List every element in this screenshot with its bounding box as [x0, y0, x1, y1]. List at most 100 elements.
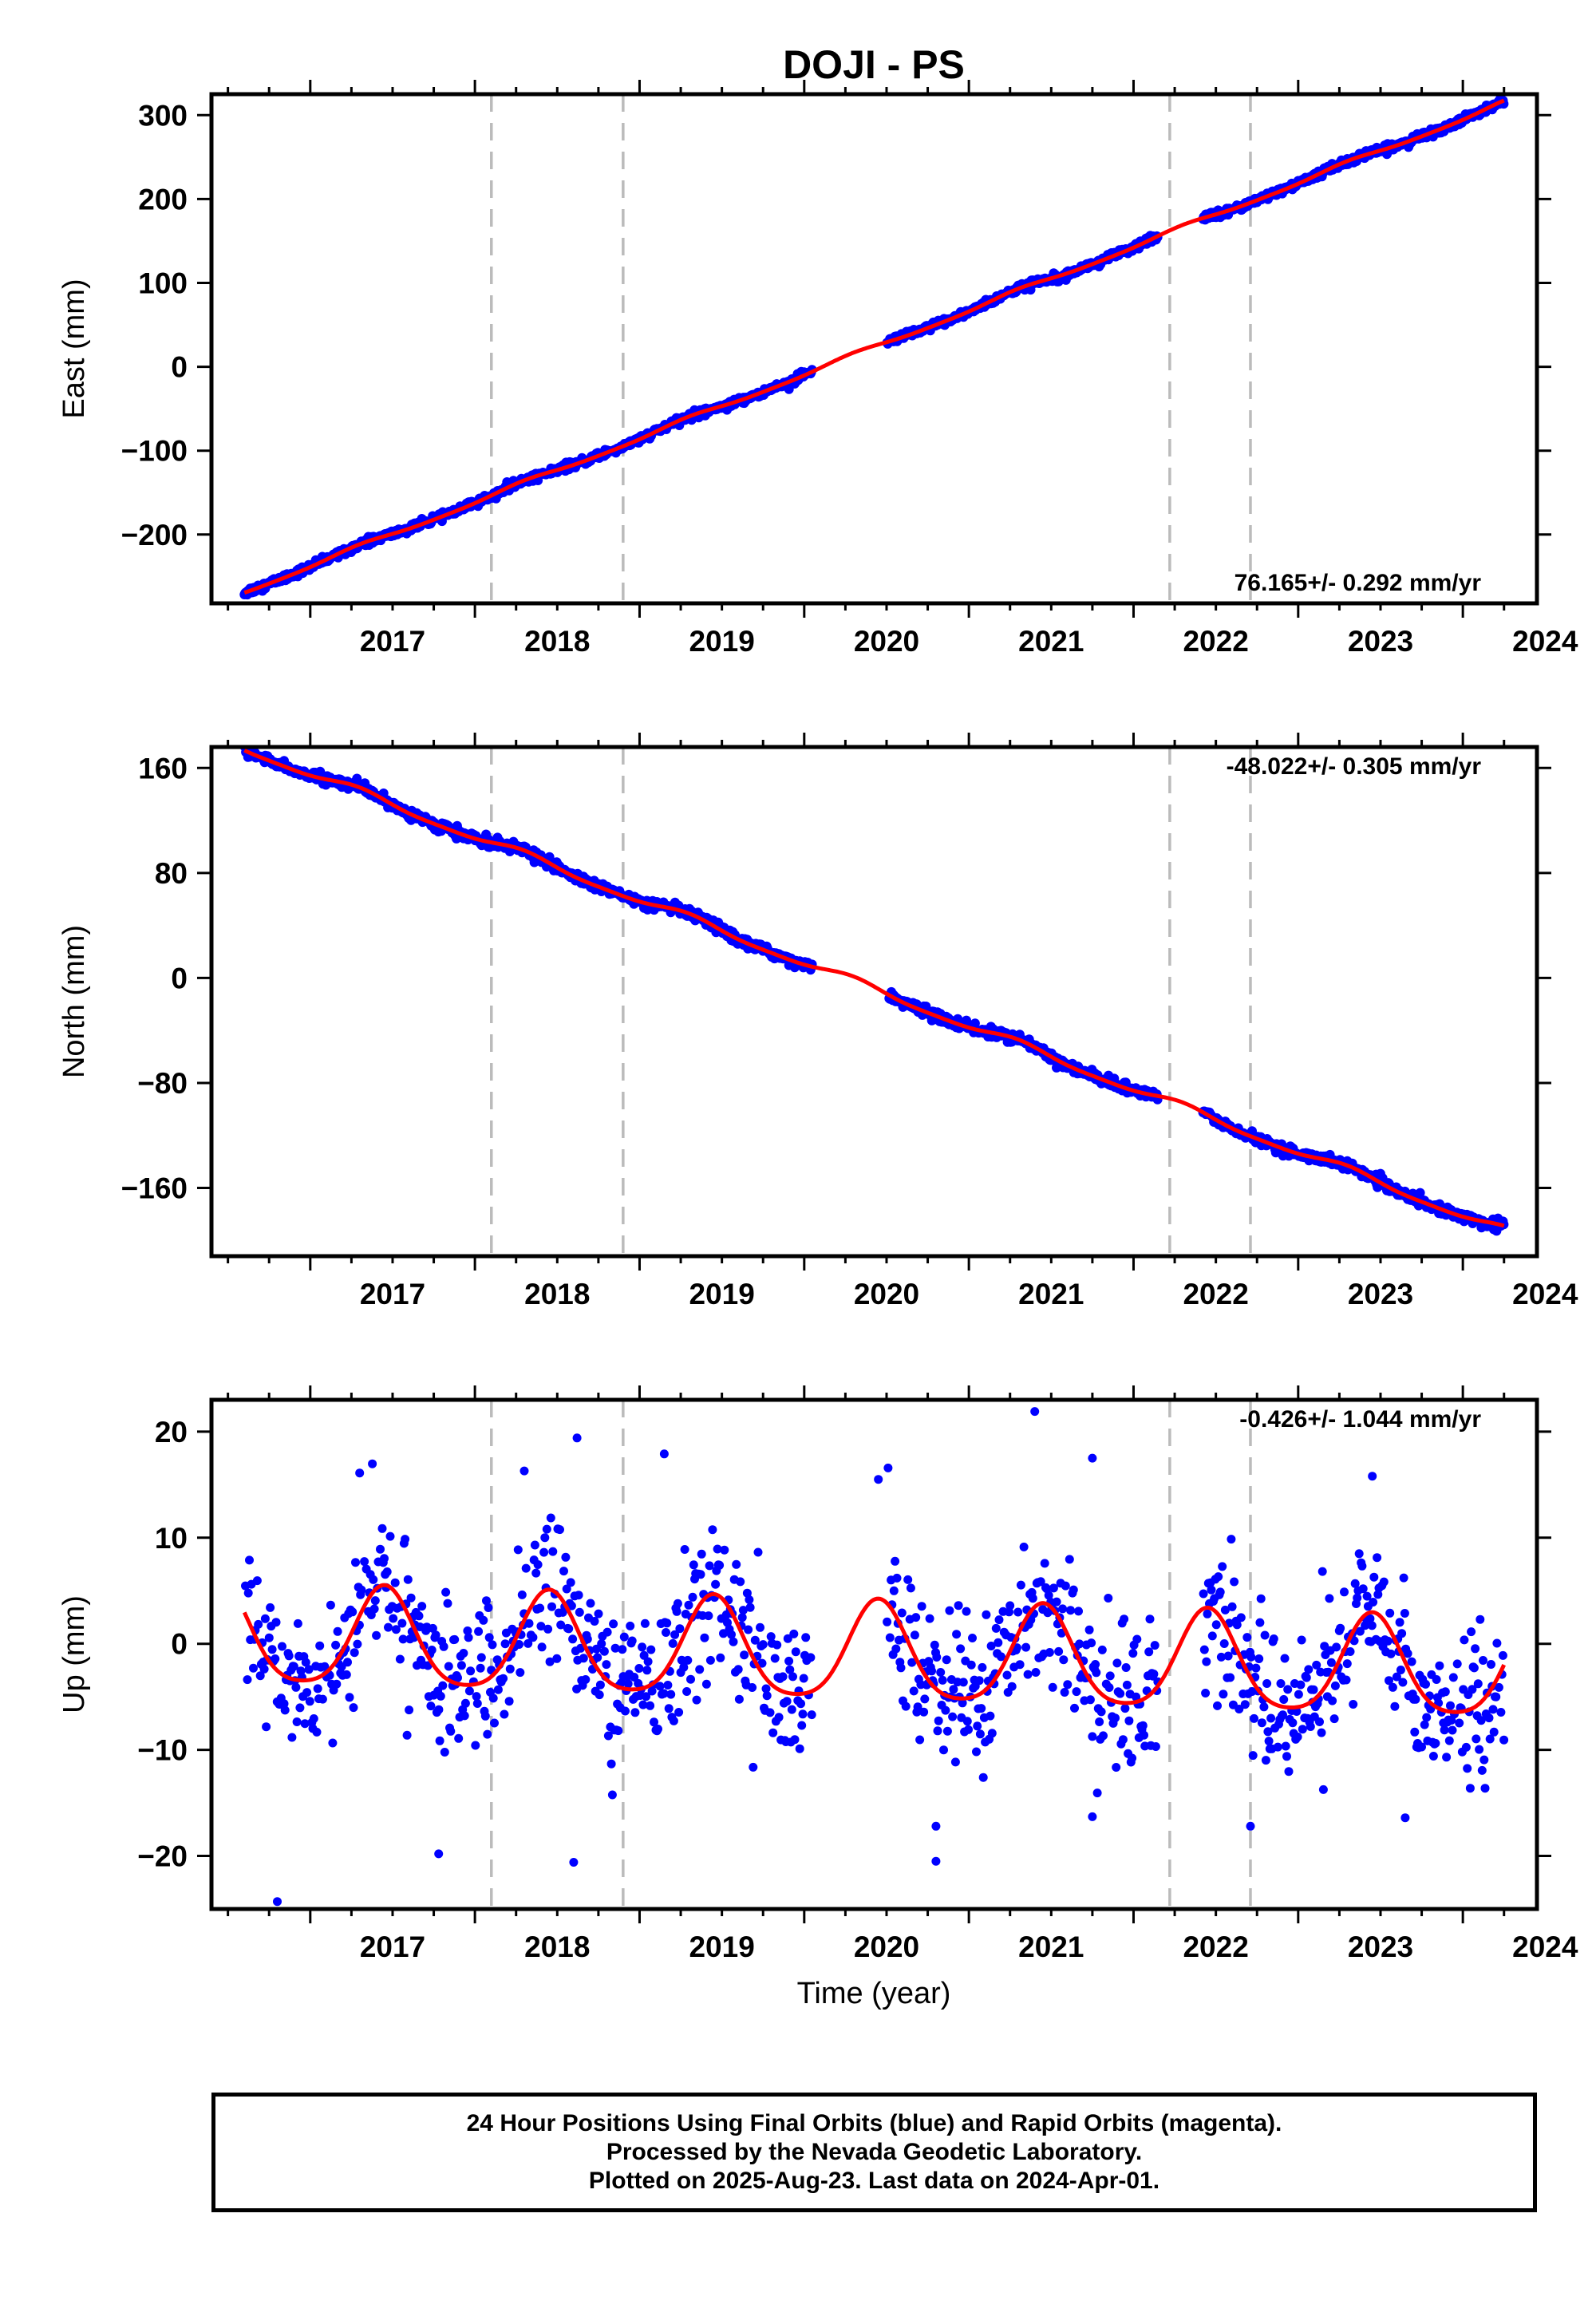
up-point: [454, 1733, 464, 1743]
up-point: [547, 1602, 556, 1611]
up-point: [906, 1583, 915, 1593]
up-point: [758, 1640, 768, 1650]
up-point: [471, 1741, 480, 1750]
up-point: [1475, 1745, 1484, 1754]
up-point: [583, 1634, 592, 1644]
east-x-tick-label: 2017: [360, 625, 425, 658]
up-point: [539, 1547, 549, 1557]
up-point: [1105, 1671, 1115, 1681]
up-point: [254, 1619, 263, 1629]
up-point: [372, 1630, 381, 1640]
north-x-tick-label: 2021: [1018, 1278, 1084, 1310]
up-point: [1066, 1606, 1075, 1615]
up-point: [974, 1676, 984, 1686]
up-point: [1099, 1731, 1108, 1741]
up-point: [1400, 1609, 1409, 1618]
up-x-tick-label: 2024: [1512, 1931, 1578, 1963]
up-point: [910, 1630, 919, 1640]
up-point: [938, 1675, 947, 1685]
up-point: [1048, 1682, 1057, 1692]
up-point: [499, 1674, 508, 1683]
up-model-line: [243, 1583, 1506, 1714]
up-point: [312, 1727, 322, 1737]
up-point: [713, 1544, 722, 1554]
up-point: [271, 1654, 280, 1663]
up-point: [295, 1703, 305, 1713]
north-x-tick-label: 2020: [854, 1278, 919, 1310]
up-point: [901, 1701, 911, 1711]
up-point: [669, 1716, 678, 1725]
up-point: [1385, 1608, 1395, 1618]
north-x-tick-label: 2018: [524, 1278, 590, 1310]
north-panel: 2017 2018 2019 2020 2021 2022 2023 2024 −160 −80 0…: [57, 733, 1578, 1310]
up-point: [385, 1531, 395, 1541]
up-outlier-point: [874, 1475, 883, 1484]
up-point: [1214, 1572, 1223, 1582]
up-point: [672, 1607, 681, 1616]
up-point: [382, 1567, 392, 1576]
up-point: [674, 1708, 684, 1717]
up-point: [259, 1664, 269, 1674]
up-point: [1340, 1587, 1349, 1597]
up-point: [1332, 1642, 1341, 1652]
up-point: [666, 1690, 676, 1699]
up-point: [376, 1544, 385, 1554]
up-point: [1058, 1604, 1068, 1614]
up-point: [778, 1672, 788, 1682]
up-point: [1091, 1660, 1100, 1669]
up-point: [619, 1632, 629, 1642]
up-point: [566, 1578, 575, 1587]
up-point: [917, 1602, 926, 1611]
footer-line-2: Processed by the Nevada Geodetic Laborat…: [606, 2139, 1143, 2165]
up-point: [559, 1567, 568, 1576]
up-point: [1118, 1735, 1128, 1745]
up-point: [790, 1735, 800, 1745]
up-point: [357, 1585, 366, 1595]
up-point: [460, 1711, 469, 1721]
up-point: [942, 1655, 951, 1665]
up-point: [727, 1630, 736, 1639]
up-point: [1369, 1598, 1378, 1607]
up-point: [291, 1682, 301, 1692]
up-point: [646, 1645, 656, 1654]
up-point: [446, 1726, 456, 1736]
up-point: [1019, 1542, 1029, 1551]
up-point: [606, 1759, 616, 1769]
up-point: [1383, 1636, 1393, 1646]
up-point: [480, 1711, 490, 1721]
up-point: [1264, 1737, 1274, 1746]
up-point: [1251, 1663, 1261, 1673]
up-point: [626, 1621, 635, 1630]
up-point: [757, 1658, 767, 1668]
north-x-tick-label: 2022: [1183, 1278, 1248, 1310]
up-point: [1063, 1680, 1073, 1690]
up-point: [897, 1608, 907, 1618]
up-point: [318, 1694, 327, 1704]
up-point: [958, 1698, 967, 1708]
up-point: [602, 1660, 611, 1670]
up-point: [252, 1576, 262, 1586]
up-point: [535, 1603, 545, 1613]
up-point: [783, 1634, 792, 1643]
up-point: [1199, 1589, 1208, 1599]
footer-line-1: 24 Hour Positions Using Final Orbits (bl…: [466, 2110, 1282, 2136]
up-point: [909, 1686, 918, 1696]
up-point: [1342, 1659, 1352, 1669]
up-point: [1362, 1591, 1372, 1601]
up-point: [1116, 1689, 1125, 1698]
up-point: [331, 1640, 341, 1650]
up-point: [289, 1662, 298, 1671]
up-point: [1269, 1634, 1278, 1643]
up-point: [1471, 1644, 1480, 1654]
up-point: [1281, 1741, 1290, 1751]
up-point: [262, 1722, 271, 1732]
up-y-tick-label: −20: [137, 1840, 188, 1873]
up-point: [742, 1588, 752, 1598]
up-point: [488, 1694, 498, 1703]
up-point: [659, 1689, 669, 1698]
up-point: [513, 1545, 523, 1555]
up-point: [564, 1624, 574, 1634]
up-point: [301, 1658, 310, 1667]
up-outlier-point: [569, 1858, 579, 1867]
up-point: [284, 1651, 294, 1661]
